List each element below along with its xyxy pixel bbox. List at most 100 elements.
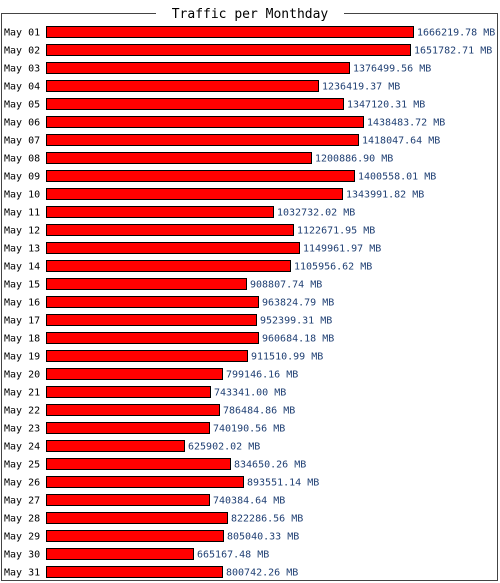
day-label: May 27: [4, 496, 40, 507]
value-label: 1236419.37 MB: [322, 82, 400, 93]
value-label: 740384.64 MB: [213, 496, 285, 507]
day-label: May 29: [4, 532, 40, 543]
traffic-bar: [46, 116, 364, 128]
value-label: 1400558.01 MB: [358, 172, 436, 183]
traffic-bar: [46, 386, 211, 398]
value-label: 1149961.97 MB: [303, 244, 381, 255]
value-label: 1105956.62 MB: [294, 262, 372, 273]
value-label: 740190.56 MB: [213, 424, 285, 435]
bar-row: May 02 1651782.71 MB: [4, 44, 492, 57]
bar-row: May 24 625902.02 MB: [4, 440, 260, 453]
traffic-bar: [46, 350, 248, 362]
value-label: 834650.26 MB: [234, 460, 306, 471]
value-label: 1376499.56 MB: [353, 64, 431, 75]
bar-row: May 16 963824.79 MB: [4, 296, 334, 309]
value-label: 952399.31 MB: [260, 316, 332, 327]
value-label: 1122671.95 MB: [297, 226, 375, 237]
traffic-bar: [46, 44, 411, 56]
value-label: 1200886.90 MB: [315, 154, 393, 165]
bar-row: May 17 952399.31 MB: [4, 314, 332, 327]
value-label: 893551.14 MB: [247, 478, 319, 489]
day-label: May 31: [4, 568, 40, 579]
day-label: May 16: [4, 298, 40, 309]
bar-row: May 19 911510.99 MB: [4, 350, 323, 363]
bar-row: May 04 1236419.37 MB: [4, 80, 400, 93]
value-label: 1438483.72 MB: [367, 118, 445, 129]
day-label: May 14: [4, 262, 40, 273]
value-label: 1418047.64 MB: [362, 136, 440, 147]
traffic-bar: [46, 80, 319, 92]
value-label: 1343991.82 MB: [346, 190, 424, 201]
bar-row: May 26 893551.14 MB: [4, 476, 319, 489]
chart-title-background: [156, 5, 344, 21]
bar-row: May 07 1418047.64 MB: [4, 134, 440, 147]
day-label: May 02: [4, 46, 40, 57]
bar-row: May 21 743341.00 MB: [4, 386, 286, 399]
traffic-bar: [46, 422, 210, 434]
value-label: 1032732.02 MB: [277, 208, 355, 219]
day-label: May 05: [4, 100, 40, 111]
day-label: May 26: [4, 478, 40, 489]
day-label: May 25: [4, 460, 40, 471]
value-label: 960684.18 MB: [262, 334, 334, 345]
traffic-bar: [46, 494, 210, 506]
bar-row: May 18 960684.18 MB: [4, 332, 334, 345]
day-label: May 04: [4, 82, 40, 93]
bar-row: May 25 834650.26 MB: [4, 458, 306, 471]
traffic-bar: [46, 170, 355, 182]
value-label: 800742.26 MB: [226, 568, 298, 579]
bar-row: May 30 665167.48 MB: [4, 548, 269, 561]
day-label: May 28: [4, 514, 40, 525]
bar-row: May 22 786484.86 MB: [4, 404, 295, 417]
value-label: 822286.56 MB: [231, 514, 303, 525]
bar-row: May 05 1347120.31 MB: [4, 98, 425, 111]
traffic-bar: [46, 548, 194, 560]
day-label: May 11: [4, 208, 40, 219]
bar-row: May 12 1122671.95 MB: [4, 224, 375, 237]
value-label: 908807.74 MB: [250, 280, 322, 291]
bar-row: May 27 740384.64 MB: [4, 494, 285, 507]
value-label: 786484.86 MB: [223, 406, 295, 417]
day-label: May 24: [4, 442, 40, 453]
traffic-bar: [46, 368, 223, 380]
day-label: May 09: [4, 172, 40, 183]
traffic-bar: [46, 224, 294, 236]
day-label: May 13: [4, 244, 40, 255]
day-label: May 07: [4, 136, 40, 147]
traffic-bar: [46, 188, 343, 200]
traffic-bar: [46, 278, 247, 290]
day-label: May 21: [4, 388, 40, 399]
traffic-bar: [46, 152, 312, 164]
value-label: 963824.79 MB: [262, 298, 334, 309]
day-label: May 15: [4, 280, 40, 291]
day-label: May 17: [4, 316, 40, 327]
value-label: 799146.16 MB: [226, 370, 298, 381]
day-label: May 23: [4, 424, 40, 435]
day-label: May 19: [4, 352, 40, 363]
bar-row: May 06 1438483.72 MB: [4, 116, 445, 129]
traffic-bar: [46, 314, 257, 326]
bar-row: May 23 740190.56 MB: [4, 422, 285, 435]
day-label: May 18: [4, 334, 40, 345]
traffic-bar: [46, 566, 223, 578]
day-label: May 10: [4, 190, 40, 201]
traffic-bar: [46, 530, 224, 542]
day-label: May 20: [4, 370, 40, 381]
traffic-bar: [46, 206, 274, 218]
value-label: 1347120.31 MB: [347, 100, 425, 111]
traffic-bar: [46, 260, 291, 272]
value-label: 743341.00 MB: [214, 388, 286, 399]
value-label: 1666219.78 MB: [417, 28, 495, 39]
bar-row: May 31 800742.26 MB: [4, 566, 298, 579]
traffic-bar: [46, 512, 228, 524]
bar-row: May 03 1376499.56 MB: [4, 62, 431, 75]
bar-row: May 13 1149961.97 MB: [4, 242, 381, 255]
value-label: 625902.02 MB: [188, 442, 260, 453]
bar-row: May 28 822286.56 MB: [4, 512, 303, 525]
value-label: 805040.33 MB: [227, 532, 299, 543]
traffic-bar: [46, 440, 185, 452]
day-label: May 06: [4, 118, 40, 129]
day-label: May 01: [4, 28, 40, 39]
traffic-bar: [46, 98, 344, 110]
bar-row: May 10 1343991.82 MB: [4, 188, 424, 201]
